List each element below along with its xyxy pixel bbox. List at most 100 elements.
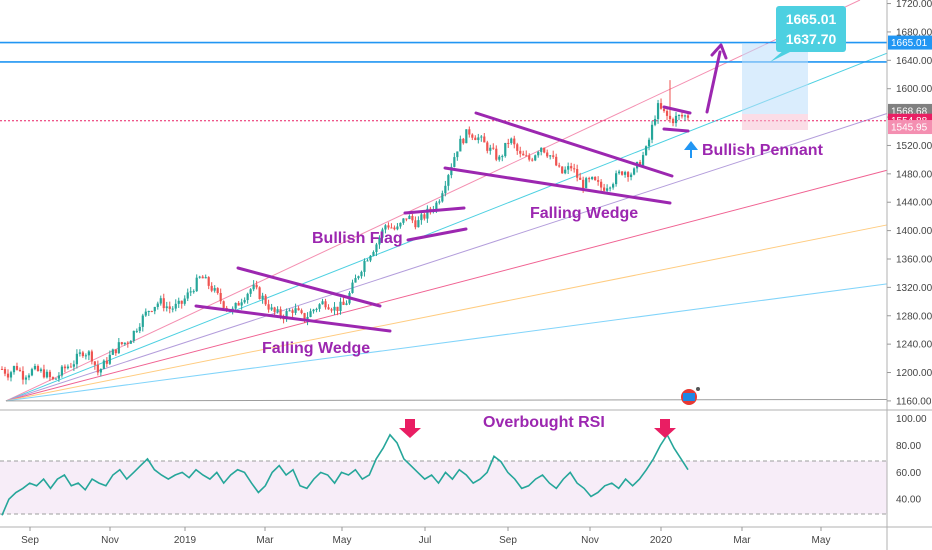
- candle-body: [495, 148, 498, 160]
- price-tick-label: 1720.00: [896, 0, 932, 10]
- candle-body: [90, 351, 93, 362]
- price-tick-label: 1240.00: [896, 340, 932, 351]
- candle-body: [396, 226, 399, 230]
- rsi-arrow-1-icon: [399, 419, 421, 438]
- fan-line: [5, 52, 888, 402]
- candle-body: [483, 136, 486, 143]
- candle-body: [531, 159, 534, 161]
- candle-body: [561, 166, 564, 174]
- candle-body: [42, 369, 46, 378]
- candle-body: [279, 309, 282, 317]
- candle-body: [147, 311, 150, 313]
- candle-body: [93, 361, 96, 365]
- candle-body: [27, 375, 31, 378]
- candle-body: [498, 156, 501, 160]
- candle-body: [426, 208, 429, 219]
- candle-body: [662, 108, 666, 112]
- candle-body: [198, 276, 201, 278]
- candle-body: [363, 260, 366, 272]
- rsi-tick-label: 40.00: [896, 495, 921, 506]
- candle-body: [641, 155, 645, 166]
- wedge2-lower: [443, 166, 672, 205]
- candle-body: [513, 138, 516, 145]
- candle-body: [135, 330, 138, 332]
- time-tick-label: May: [812, 535, 831, 546]
- candle-body: [510, 138, 513, 144]
- candle-body: [423, 214, 426, 219]
- candle-body: [519, 150, 522, 154]
- candle-body: [327, 307, 330, 310]
- rsi-tick-label: 60.00: [896, 468, 921, 479]
- candle-body: [573, 168, 576, 170]
- candle-body: [324, 301, 327, 308]
- candle-body: [0, 368, 4, 370]
- candle-body: [132, 330, 135, 341]
- candle-body: [219, 292, 222, 302]
- wedge2-upper: [474, 111, 674, 178]
- candle-body: [234, 302, 237, 309]
- candle-body: [632, 168, 636, 175]
- candle-body: [465, 129, 468, 144]
- candle-body: [474, 137, 477, 141]
- candle-body: [24, 377, 28, 380]
- candle-body: [162, 298, 165, 309]
- candle-body: [330, 309, 333, 311]
- candle-body: [360, 271, 363, 277]
- candle-body: [603, 187, 606, 191]
- label-overbought-rsi: Overbought RSI: [483, 414, 605, 431]
- candle-body: [459, 138, 462, 152]
- candle-body: [285, 311, 288, 320]
- candle-body: [522, 153, 525, 156]
- candle-body: [480, 136, 483, 138]
- candle-body: [345, 303, 348, 305]
- candle-body: [114, 349, 117, 354]
- candle-body: [78, 352, 81, 354]
- candle-body: [579, 177, 582, 180]
- rsi-tick-label: 100.00: [896, 414, 927, 425]
- candle-body: [150, 311, 153, 313]
- candle-body: [492, 147, 495, 149]
- time-tick-label: Mar: [733, 535, 751, 546]
- price-tick-label: 1440.00: [896, 198, 932, 209]
- target-callout-pointer: [770, 50, 794, 62]
- candle-body: [549, 155, 552, 157]
- candle-body: [144, 311, 147, 316]
- time-tick-label: Jul: [419, 535, 432, 546]
- candle-body: [600, 181, 603, 188]
- candle-body: [665, 111, 669, 116]
- candle-body: [528, 155, 531, 160]
- candle-body: [303, 313, 306, 322]
- candle-body: [270, 307, 273, 310]
- candle-body: [276, 309, 279, 312]
- candle-body: [366, 260, 369, 262]
- candle-body: [420, 214, 423, 221]
- candle-body: [273, 307, 276, 312]
- price-label-text: 1568.68: [891, 106, 928, 117]
- target-callout: [776, 6, 846, 52]
- candle-body: [540, 147, 543, 152]
- candle-body: [36, 365, 40, 371]
- candle-body: [606, 188, 609, 191]
- candle-body: [339, 301, 342, 312]
- candle-body: [477, 137, 480, 141]
- candle-body: [381, 229, 384, 238]
- wedge1-upper: [236, 266, 382, 308]
- rsi-axis: 100.00 80.00 60.00 40.00: [896, 414, 927, 505]
- pattern-lines: [194, 50, 722, 333]
- time-tick-label: Nov: [101, 535, 119, 546]
- candle-body: [69, 366, 72, 368]
- candle-body: [384, 225, 387, 230]
- fan-line: [5, 169, 888, 402]
- candle-body: [294, 308, 297, 313]
- time-tick-label: Sep: [21, 535, 39, 546]
- candle-body: [333, 306, 336, 311]
- candle-body: [33, 365, 37, 370]
- price-tick-label: 1480.00: [896, 169, 932, 180]
- candle-body: [153, 306, 156, 312]
- candle-body: [462, 138, 465, 144]
- wedge1-lower: [194, 304, 392, 333]
- candle-body: [342, 301, 345, 305]
- candle-body: [489, 147, 492, 151]
- target-lower-value: 1637.70: [786, 31, 837, 47]
